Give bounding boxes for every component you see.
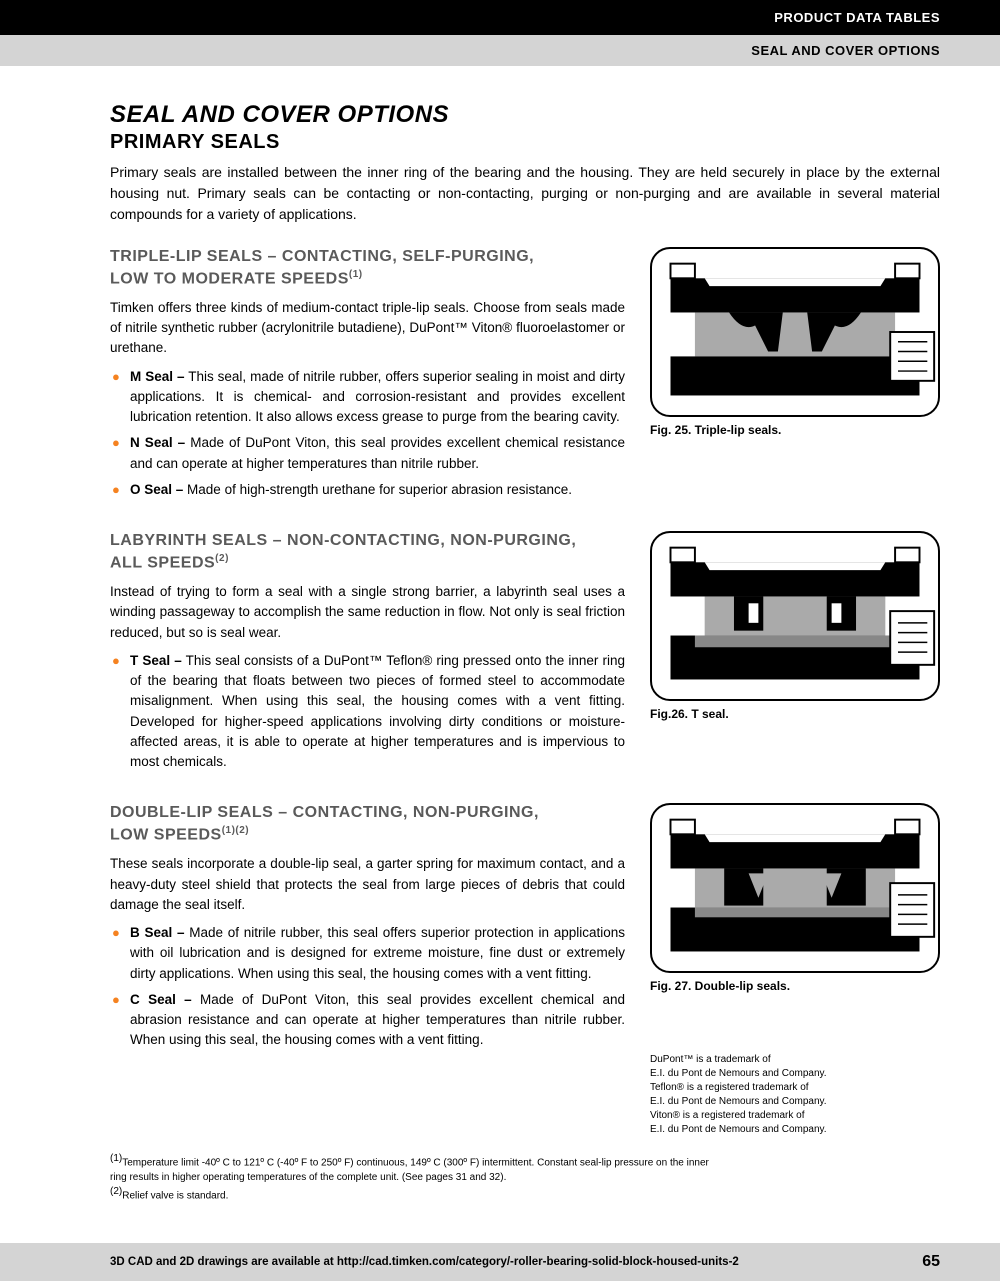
body-double: These seals incorporate a double-lip sea… <box>110 854 625 915</box>
body-triple: Timken offers three kinds of medium-cont… <box>110 298 625 359</box>
figure-26 <box>650 531 940 701</box>
footnotes: (1)Temperature limit -40º C to 121º C (-… <box>110 1152 710 1203</box>
page-title: SEAL AND COVER OPTIONS <box>110 101 940 129</box>
heading-double: DOUBLE-LIP SEALS – CONTACTING, NON-PURGI… <box>110 803 625 846</box>
list-item: O Seal – Made of high-strength urethane … <box>130 480 625 500</box>
list-item: B Seal – Made of nitrile rubber, this se… <box>130 923 625 984</box>
list-triple: M Seal – This seal, made of nitrile rubb… <box>110 367 625 501</box>
list-labyrinth: T Seal – This seal consists of a DuPont™… <box>110 651 625 773</box>
section-labyrinth: LABYRINTH SEALS – NON-CONTACTING, NON-PU… <box>110 531 940 778</box>
trademark-note: DuPont™ is a trademark of E.I. du Pont d… <box>650 1053 940 1137</box>
list-item: M Seal – This seal, made of nitrile rubb… <box>130 367 625 428</box>
page-number: 65 <box>922 1253 940 1271</box>
figure-25 <box>650 247 940 417</box>
heading-labyrinth: LABYRINTH SEALS – NON-CONTACTING, NON-PU… <box>110 531 625 574</box>
list-item: C Seal – Made of DuPont Viton, this seal… <box>130 990 625 1051</box>
section-double-lip: DOUBLE-LIP SEALS – CONTACTING, NON-PURGI… <box>110 803 940 1137</box>
caption-26: Fig.26. T seal. <box>650 707 940 721</box>
footer-text: 3D CAD and 2D drawings are available at … <box>110 1256 739 1268</box>
body-labyrinth: Instead of trying to form a seal with a … <box>110 582 625 643</box>
header-black: PRODUCT DATA TABLES <box>0 0 1000 35</box>
intro-text: Primary seals are installed between the … <box>110 162 940 225</box>
header-line1: PRODUCT DATA TABLES <box>774 10 940 25</box>
list-double: B Seal – Made of nitrile rubber, this se… <box>110 923 625 1051</box>
section-triple-lip: TRIPLE-LIP SEALS – CONTACTING, SELF-PURG… <box>110 247 940 506</box>
figure-27 <box>650 803 940 973</box>
list-item: N Seal – Made of DuPont Viton, this seal… <box>130 433 625 474</box>
content: SEAL AND COVER OPTIONS PRIMARY SEALS Pri… <box>0 66 1000 1223</box>
heading-triple: TRIPLE-LIP SEALS – CONTACTING, SELF-PURG… <box>110 247 625 290</box>
page-subtitle: PRIMARY SEALS <box>110 131 940 154</box>
list-item: T Seal – This seal consists of a DuPont™… <box>130 651 625 773</box>
footer: 3D CAD and 2D drawings are available at … <box>0 1243 1000 1281</box>
caption-27: Fig. 27. Double-lip seals. <box>650 979 940 993</box>
header-gray: SEAL AND COVER OPTIONS <box>0 35 1000 66</box>
header-line2: SEAL AND COVER OPTIONS <box>751 43 940 58</box>
caption-25: Fig. 25. Triple-lip seals. <box>650 423 940 437</box>
